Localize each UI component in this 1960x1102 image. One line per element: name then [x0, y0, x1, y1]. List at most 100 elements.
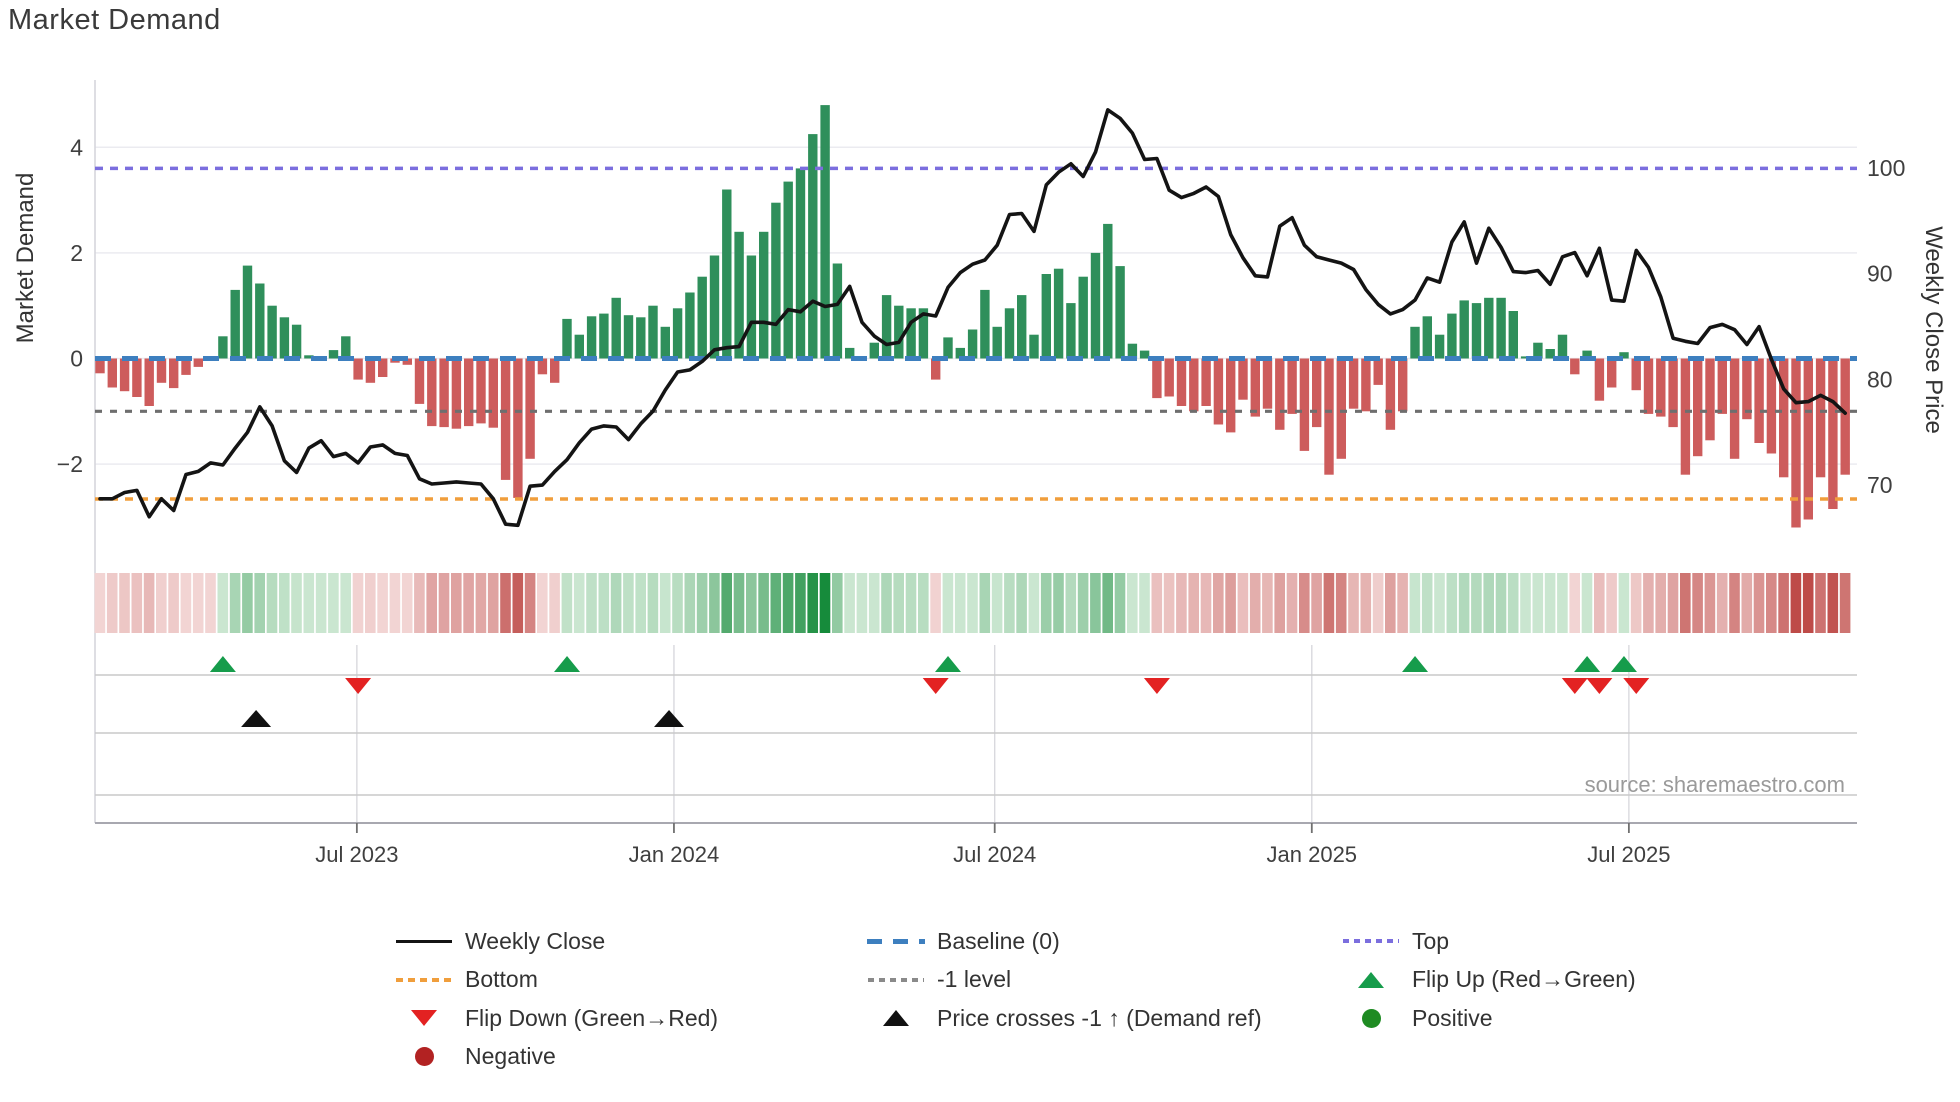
price-cross-marker [654, 710, 685, 727]
heatmap-cell [1213, 573, 1224, 633]
heatmap-cell [1299, 573, 1310, 633]
demand-bar [1643, 358, 1654, 414]
heatmap-cell [1139, 573, 1150, 633]
demand-bar [1742, 358, 1752, 420]
heatmap-cell [475, 573, 487, 633]
heatmap-cell [389, 573, 401, 633]
y-left-tick-label: 4 [70, 134, 83, 160]
demand-bar [672, 308, 683, 359]
heatmap-cell [1680, 573, 1691, 633]
flip-up-marker [1574, 656, 1601, 672]
y-axis-label-left: Market Demand [12, 172, 39, 344]
demand-bar [931, 358, 941, 380]
heatmap-cell [1053, 573, 1064, 633]
legend-item: Price crosses -1 ↑ (Demand ref) [865, 999, 1262, 1038]
y-left-tick-label: −2 [57, 451, 83, 477]
legend-label: -1 level [937, 966, 1012, 993]
heatmap-cell [1016, 573, 1027, 633]
heatmap-cell [1335, 573, 1347, 633]
y-right-tick-label: 100 [1867, 155, 1905, 181]
page-title: Market Demand [8, 4, 221, 36]
demand-bar [771, 202, 781, 359]
heatmap-cell [1544, 573, 1556, 633]
demand-bar [586, 316, 597, 359]
legend-item: Positive [1340, 999, 1636, 1038]
heatmap-cell [1028, 573, 1040, 633]
demand-bar [918, 308, 929, 359]
heatmap-cell [1249, 573, 1261, 633]
heatmap-cell [192, 573, 204, 633]
demand-bar [107, 358, 117, 388]
demand-bar [1250, 358, 1260, 417]
heatmap-cell [1729, 573, 1740, 633]
heatmap-cell [635, 573, 646, 633]
heatmap-cell [795, 573, 806, 633]
heatmap-cell [623, 573, 634, 633]
heatmap-cell [1766, 573, 1777, 633]
demand-bar [1508, 311, 1518, 359]
demand-bar [1779, 358, 1789, 478]
heatmap-cell [1286, 573, 1298, 633]
dash-purple-icon [1340, 939, 1402, 944]
dash-gray-icon [865, 977, 927, 982]
demand-bar [1201, 358, 1211, 406]
y-right-tick-label: 70 [1867, 472, 1893, 498]
demand-bar [1693, 358, 1703, 457]
heatmap-cell [217, 573, 229, 633]
demand-bar [1127, 343, 1138, 359]
y-left-tick-label: 2 [70, 240, 83, 266]
flip-down-marker [1143, 678, 1170, 694]
heatmap-cell [328, 573, 339, 633]
demand-bar [1594, 358, 1605, 401]
y-left-tick-label: 0 [70, 346, 83, 372]
demand-bar [1361, 358, 1371, 412]
demand-bar [291, 324, 302, 359]
heatmap-cell [1753, 573, 1765, 633]
demand-bar [1410, 326, 1420, 359]
demand-bar [599, 313, 609, 359]
demand-bar [439, 358, 449, 428]
demand-bar [1545, 349, 1555, 359]
demand-bar [1828, 358, 1838, 509]
demand-bar [1717, 358, 1727, 414]
heatmap-cell [1127, 573, 1138, 633]
demand-bar [1336, 358, 1346, 459]
demand-bar [1238, 358, 1248, 400]
demand-bar [1582, 350, 1592, 359]
demand-bar [1115, 266, 1125, 359]
demand-bar [1619, 352, 1629, 359]
tri-up-black-icon [865, 1010, 927, 1027]
heatmap-cell [709, 573, 720, 633]
heatmap-cell [1827, 573, 1839, 633]
demand-bar [1434, 334, 1445, 359]
heatmap-cell [1421, 573, 1433, 633]
demand-bar [820, 105, 830, 359]
flip-up-marker [1610, 656, 1637, 672]
demand-bar [242, 265, 253, 359]
heatmap-cell [672, 573, 683, 633]
legend: Weekly Close Bottom Flip Down (Green→Red) N… [0, 922, 1960, 1092]
heatmap-cell [1225, 573, 1236, 633]
demand-bar [500, 358, 511, 480]
demand-bar [1029, 334, 1039, 359]
heatmap-cell [881, 573, 892, 633]
heatmap-cell [1262, 573, 1273, 633]
heatmap-cell [180, 573, 192, 633]
heatmap-cell [365, 573, 376, 633]
heatmap-cell [954, 573, 966, 633]
market-demand-chart: Jul 2023 Jan 2024 Jul 2024 Jan 2025 Jul 2025… [57, 80, 1905, 867]
source-text: source: sharemaestro.com [1585, 772, 1845, 797]
heatmap-cell [1483, 573, 1494, 633]
legend-label: Positive [1412, 1004, 1493, 1031]
dot-darkred-icon [393, 1047, 455, 1067]
demand-bar [1631, 358, 1641, 391]
flip-up-marker [935, 656, 962, 672]
demand-bar [1570, 358, 1580, 375]
demand-bar [808, 134, 818, 359]
heatmap-cell [1446, 573, 1458, 633]
heatmap-cell [340, 573, 351, 633]
demand-bar [1754, 358, 1764, 443]
heatmap-cell [1655, 573, 1666, 633]
heatmap-cell [1151, 573, 1163, 633]
heatmap-cell [844, 573, 855, 633]
